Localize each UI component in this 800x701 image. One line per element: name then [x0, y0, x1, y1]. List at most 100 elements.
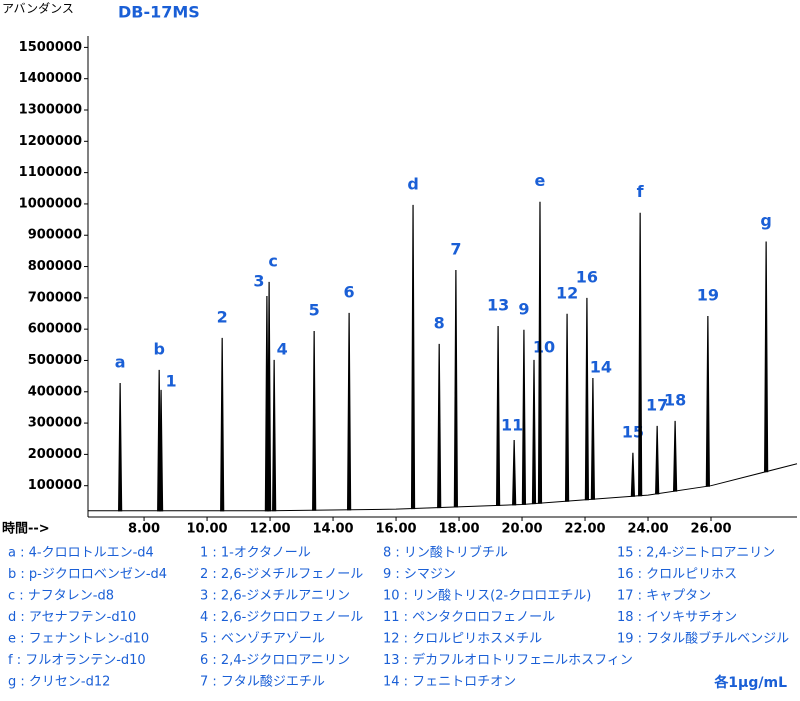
- x-tick-label: 18.00: [438, 522, 479, 537]
- peak-label: 10: [533, 337, 555, 356]
- peak: [564, 313, 570, 502]
- peak: [630, 452, 636, 497]
- peak-label: 19: [697, 286, 719, 305]
- peak: [764, 241, 769, 473]
- peak: [347, 312, 352, 511]
- peak: [453, 269, 458, 508]
- y-tick-label: 1000000: [19, 196, 82, 211]
- legend-entry: 2 : 2,6-ジメチルフェノール: [200, 567, 363, 582]
- peak: [537, 201, 543, 504]
- legend-entry: 14 : フェニトロチオン: [383, 675, 516, 690]
- y-axis-label: アバンダンス: [2, 1, 74, 16]
- y-tick-label: 300000: [28, 416, 82, 431]
- x-tick-label: 16.00: [375, 522, 416, 537]
- peak: [220, 337, 225, 512]
- x-axis-label: 時間-->: [2, 521, 50, 537]
- peak: [590, 377, 596, 500]
- x-tick-label: 26.00: [690, 522, 731, 537]
- peak: [638, 212, 643, 497]
- peak: [158, 389, 164, 512]
- legend-entry: 8 : リン酸トリブチル: [383, 545, 508, 561]
- legend-entry: 17 : キャプタン: [617, 589, 711, 604]
- peak-label: 18: [664, 390, 686, 409]
- peak-label: 8: [434, 313, 445, 332]
- legend-entry: 1 : 1-オクタノール: [200, 546, 311, 561]
- x-tick-label: 8.00: [128, 522, 160, 537]
- legend-entry: a : 4-クロロトルエン-d4: [8, 546, 154, 561]
- peak-label: 3: [253, 271, 264, 290]
- peak-label: f: [637, 182, 645, 201]
- legend-entry: 6 : 2,4-ジクロロアニリン: [200, 653, 350, 668]
- baseline: [88, 463, 798, 512]
- y-tick-label: 600000: [28, 322, 82, 337]
- legend-entry: 7 : フタル酸ジエチル: [200, 675, 325, 690]
- peak-label: 9: [518, 299, 529, 318]
- x-tick-label: 14.00: [312, 522, 353, 537]
- peak-label: d: [407, 174, 418, 193]
- legend-entry: 9 : シマジン: [383, 567, 456, 582]
- x-tick-label: 22.00: [564, 522, 605, 537]
- x-tick-label: 20.00: [501, 522, 542, 537]
- peak: [672, 420, 678, 492]
- legend-entry: f : フルオランテン-d10: [8, 653, 146, 668]
- peak-label: b: [153, 339, 164, 358]
- peak: [655, 425, 660, 495]
- y-tick-label: 1500000: [19, 40, 82, 55]
- peak: [531, 359, 537, 505]
- peak: [705, 316, 710, 487]
- y-tick-label: 500000: [28, 353, 82, 368]
- legend-entry: 18 : イソキサチオン: [617, 610, 737, 625]
- legend-entry: 3 : 2,6-ジメチルアニリン: [200, 589, 350, 604]
- y-tick-label: 900000: [28, 228, 82, 243]
- peak-label: 17: [646, 395, 668, 414]
- y-tick-label: 400000: [28, 384, 82, 399]
- legend-entry: 4 : 2,6-ジクロロフェノール: [200, 610, 363, 625]
- peak-label: 12: [556, 283, 578, 302]
- peak: [272, 359, 277, 512]
- peak: [512, 439, 517, 506]
- y-tick-label: 100000: [28, 478, 82, 493]
- peak: [410, 204, 416, 510]
- x-tick-label: 12.00: [249, 522, 290, 537]
- peak-label: 14: [590, 357, 612, 376]
- legend-entry: 10 : リン酸トリス(2-クロロエチル): [383, 589, 591, 604]
- peak-label: 7: [450, 239, 461, 258]
- legend-entry: b : p-ジクロロベンゼン-d4: [8, 567, 167, 582]
- legend-entry: g : クリセン-d12: [8, 675, 110, 690]
- y-tick-label: 1200000: [19, 134, 82, 149]
- legend-entry: 16 : クロルピリホス: [617, 567, 737, 582]
- peak-label: e: [535, 171, 546, 190]
- peak: [312, 331, 317, 511]
- y-tick-label: 1400000: [19, 71, 82, 86]
- peak-label: 16: [576, 267, 598, 286]
- peak-label: c: [268, 251, 277, 270]
- peak-label: 11: [501, 415, 523, 434]
- y-tick-label: 800000: [28, 259, 82, 274]
- peak: [521, 329, 527, 505]
- legend-entry: 15 : 2,4-ジニトロアニリン: [617, 546, 775, 561]
- peak: [495, 326, 501, 506]
- peak-label: 2: [217, 307, 228, 326]
- legend-entry: 5 : ベンゾチアゾール: [200, 632, 325, 647]
- peak: [118, 382, 123, 512]
- peak: [584, 297, 590, 501]
- legend-entry: 19 : フタル酸ブチルベンジル: [617, 631, 789, 647]
- x-tick-label: 10.00: [186, 522, 227, 537]
- legend-entry: 12 : クロルピリホスメチル: [383, 632, 542, 647]
- y-tick-label: 200000: [28, 447, 82, 462]
- legend-entry: 13 : デカフルオロトリフェニルホスフィン: [383, 652, 633, 668]
- x-tick-label: 24.00: [627, 522, 668, 537]
- peak-label: 1: [166, 371, 177, 390]
- legend-entry: d : アセナフテン-d10: [8, 610, 136, 625]
- peak-label: 6: [344, 282, 355, 301]
- note: 各1μg/mL: [713, 674, 787, 691]
- peak-label: 13: [487, 296, 509, 315]
- peak-label: 5: [309, 301, 320, 320]
- y-tick-label: 1300000: [19, 103, 82, 118]
- legend-entry: c : ナフタレン-d8: [8, 589, 114, 604]
- legend-entry: 11 : ペンタクロロフェノール: [383, 610, 555, 625]
- y-tick-label: 1100000: [19, 165, 82, 180]
- peak-label: 4: [277, 339, 288, 358]
- peak: [267, 281, 272, 512]
